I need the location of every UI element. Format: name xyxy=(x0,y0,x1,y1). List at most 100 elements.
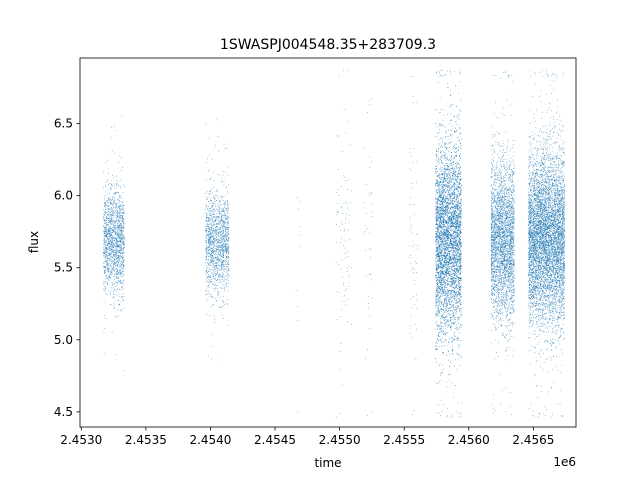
data-point xyxy=(205,240,207,241)
data-point xyxy=(112,238,113,239)
data-point xyxy=(210,281,212,282)
data-point xyxy=(113,231,114,233)
data-point xyxy=(206,268,208,269)
data-point xyxy=(105,243,107,245)
data-point xyxy=(104,202,105,204)
data-point xyxy=(122,257,123,259)
data-point xyxy=(209,265,211,266)
data-point xyxy=(108,275,110,276)
data-point xyxy=(119,232,121,234)
data-point xyxy=(226,265,228,267)
data-point xyxy=(206,267,208,269)
data-point xyxy=(338,74,340,76)
data-point xyxy=(107,243,109,244)
data-point xyxy=(121,261,123,262)
data-point xyxy=(108,243,110,244)
data-point xyxy=(119,226,121,228)
data-point xyxy=(117,288,118,290)
data-point xyxy=(210,258,212,260)
data-point xyxy=(228,209,229,211)
data-point xyxy=(215,258,216,259)
data-point xyxy=(119,233,120,235)
data-point xyxy=(123,226,124,228)
data-point xyxy=(217,279,219,280)
data-point xyxy=(105,257,107,259)
data-point xyxy=(221,246,223,248)
data-point xyxy=(121,271,123,272)
data-point xyxy=(123,296,125,297)
data-point xyxy=(223,231,224,233)
data-point xyxy=(107,220,109,221)
data-point xyxy=(222,236,224,238)
data-point xyxy=(216,259,218,260)
data-point xyxy=(409,152,411,154)
data-point xyxy=(212,263,214,265)
data-point xyxy=(221,267,223,269)
data-point xyxy=(339,292,340,293)
data-point xyxy=(206,259,207,260)
data-point xyxy=(119,258,121,259)
data-point xyxy=(106,281,108,283)
data-point xyxy=(109,273,111,275)
data-point xyxy=(211,223,212,225)
data-point xyxy=(115,281,117,283)
data-point xyxy=(218,241,219,243)
data-point xyxy=(111,215,113,217)
data-point xyxy=(103,251,105,253)
data-point xyxy=(123,249,124,250)
data-point xyxy=(217,256,218,257)
data-point xyxy=(216,265,217,266)
data-point xyxy=(227,191,228,193)
data-point xyxy=(206,298,208,300)
data-point xyxy=(214,261,215,262)
data-point xyxy=(114,245,116,247)
data-point xyxy=(122,271,124,272)
data-point xyxy=(224,245,226,246)
data-point xyxy=(215,273,216,275)
data-point xyxy=(121,265,122,266)
data-point xyxy=(212,258,214,259)
data-point xyxy=(336,211,338,213)
data-point xyxy=(120,212,122,214)
data-point xyxy=(119,271,121,272)
data-point xyxy=(216,273,218,275)
data-point xyxy=(214,251,216,253)
data-point xyxy=(223,228,225,230)
data-point xyxy=(214,239,215,241)
data-point xyxy=(218,264,219,266)
data-point xyxy=(110,258,111,260)
data-point xyxy=(215,240,217,241)
data-point xyxy=(212,259,214,261)
data-point xyxy=(218,236,219,238)
data-point xyxy=(116,251,117,252)
data-point xyxy=(298,208,299,210)
data-point xyxy=(207,272,208,273)
data-point xyxy=(208,220,210,221)
data-point xyxy=(226,222,228,223)
data-point xyxy=(213,266,215,267)
data-point xyxy=(228,252,229,254)
data-point xyxy=(219,236,220,238)
data-point xyxy=(224,205,225,207)
data-point xyxy=(113,269,115,271)
data-point xyxy=(345,218,346,220)
data-point xyxy=(118,161,120,163)
data-point xyxy=(103,216,104,217)
data-point xyxy=(121,232,122,233)
data-point xyxy=(222,227,224,229)
data-point xyxy=(211,256,213,257)
data-point xyxy=(212,281,213,283)
data-point xyxy=(208,137,210,139)
data-point xyxy=(123,222,125,224)
data-point xyxy=(217,268,218,270)
data-point xyxy=(217,239,219,241)
data-point xyxy=(216,234,217,235)
data-point xyxy=(213,260,214,262)
data-point xyxy=(221,204,222,205)
data-point xyxy=(347,298,348,300)
data-point xyxy=(208,285,209,286)
data-point xyxy=(208,219,209,221)
data-point xyxy=(119,260,121,261)
data-point xyxy=(343,231,345,232)
data-point xyxy=(106,248,108,249)
